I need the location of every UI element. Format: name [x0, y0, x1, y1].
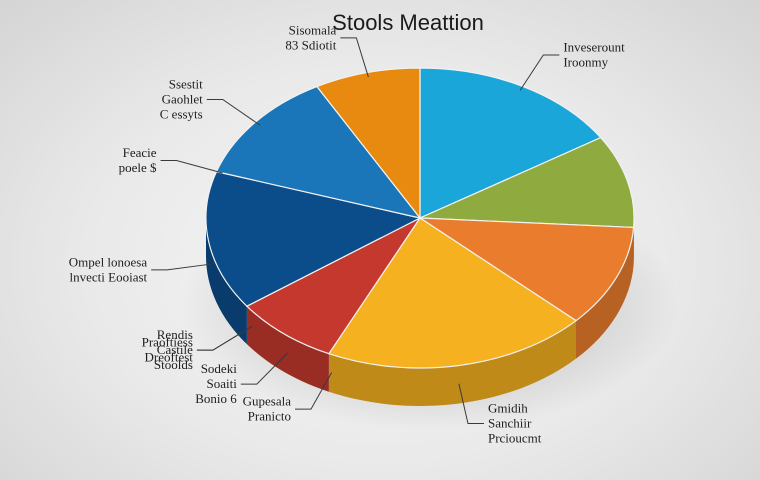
- callout-line-11: [340, 37, 369, 78]
- callout-line-7: [196, 325, 253, 351]
- callout-label-6-2: Stoolds: [154, 357, 193, 372]
- callout-label-6-0: Rendis: [157, 327, 193, 342]
- slice-3: [327, 217, 578, 369]
- slice-side-5: [246, 306, 329, 392]
- slice-side-8: [206, 218, 247, 345]
- callout-line-8: [151, 263, 216, 271]
- callout-line-0: [519, 54, 560, 91]
- slice-1: [419, 136, 635, 229]
- slice-8: [205, 170, 422, 307]
- callout-label-3-0: Gmidih: [488, 401, 528, 416]
- chart-title: Stools Meattion: [332, 10, 484, 35]
- callout-label-8-0: Ompel lonoesa: [69, 254, 148, 269]
- callout-label-7-1: Dreoftest: [145, 350, 194, 365]
- callout-label-9-0: Feacie: [123, 145, 157, 160]
- pie-top-layer: [205, 67, 635, 369]
- callout-label-6-1: Castile: [157, 342, 193, 357]
- slice-side-3: [328, 320, 576, 406]
- callout-label-8-1: lnvecti Eooiast: [70, 269, 148, 284]
- callout-label-0-1: Iroonmy: [563, 55, 608, 70]
- callout-line-4: [295, 372, 333, 410]
- callout-label-3-1: Sanchiir: [488, 416, 532, 431]
- callout-label-0-0: Inveserount: [563, 40, 625, 55]
- callout-label-9-1: poele $: [119, 160, 157, 175]
- callout-label-10-2: C essyts: [160, 106, 203, 121]
- slice-5: [245, 216, 422, 355]
- callout-line-5: [240, 352, 289, 385]
- callout-label-5-0: Sodeki: [201, 361, 238, 376]
- callout-label-4-1: Pranicto: [248, 409, 291, 424]
- callout-label-5-2: Bonio 6: [195, 391, 237, 406]
- callout-label-10-0: Ssestit: [169, 76, 203, 91]
- slice-2: [417, 217, 635, 322]
- callout-label-4-0: Gupesala: [243, 394, 292, 409]
- callout-label-7-0: Praoftiess: [142, 335, 193, 350]
- slice-side-2: [575, 227, 634, 359]
- callout-line-9: [160, 160, 223, 174]
- callout-label-11-1: 83 Sdiotit: [285, 37, 336, 52]
- callout-label-5-1: Soaiti: [206, 376, 237, 391]
- callout-label-3-2: Prcioucmt: [488, 431, 542, 446]
- callout-line-3: [458, 383, 484, 425]
- callout-label-11-0: Sisomala: [289, 22, 337, 37]
- callout-line-10: [206, 98, 261, 126]
- callout-label-10-1: Gaohlet: [162, 91, 204, 106]
